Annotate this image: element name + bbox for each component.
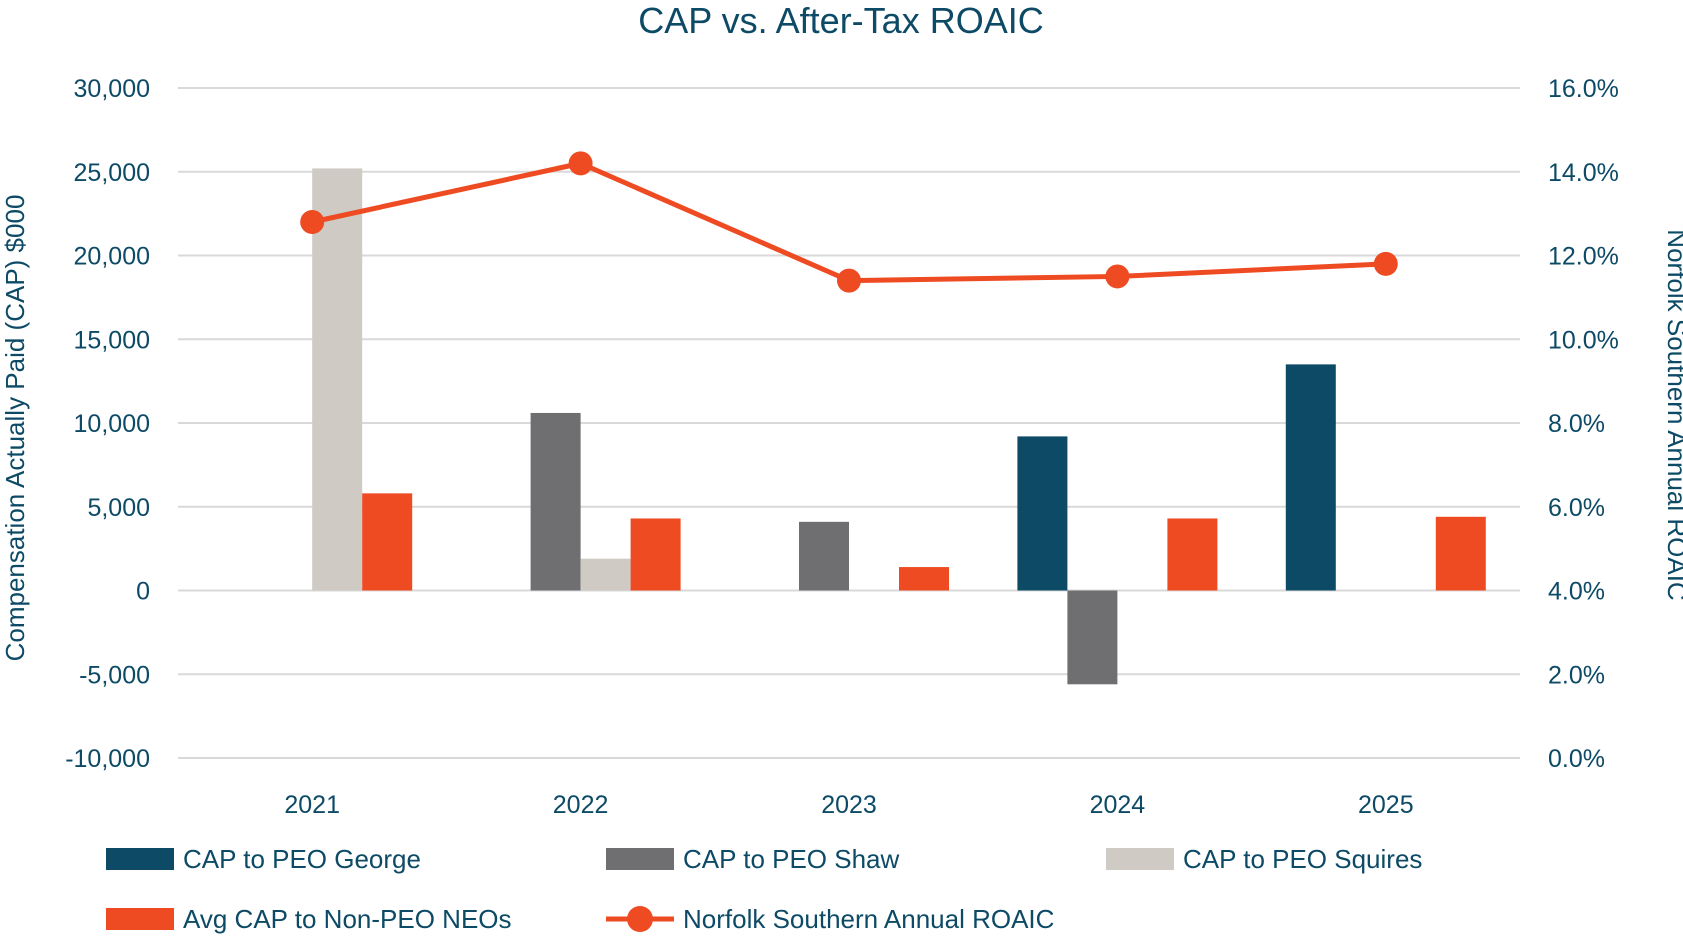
roaic-point-2023 xyxy=(837,268,861,293)
legend-swatch-marker xyxy=(627,906,653,932)
legend-item-cap-to-peo-george: CAP to PEO George xyxy=(106,844,421,874)
y-axis-right-title: Norfolk Southern Annual ROAIC xyxy=(1662,229,1683,600)
bar-cap-to-peo-squires-2022 xyxy=(580,558,631,591)
roaic-line xyxy=(311,160,1386,284)
y-axis-right-ticks: 16.0% 14.0% 12.0% 10.0% 8.0% 6.0% 4.0% 2.0% 0.0% xyxy=(1548,75,1619,773)
legend-swatch xyxy=(106,908,174,930)
legend-label: Avg CAP to Non-PEO NEOs xyxy=(183,904,512,934)
y-tick-label: 20,000 xyxy=(74,243,150,271)
legend-swatch xyxy=(106,848,174,870)
legend-item-norfolk-southern-annual-roaic: Norfolk Southern Annual ROAIC xyxy=(606,904,1054,934)
roaic-point-2021 xyxy=(300,210,325,234)
legend-item-cap-to-peo-squires: CAP to PEO Squires xyxy=(1106,844,1422,874)
chart-title: CAP vs. After-Tax ROAIC xyxy=(638,0,1043,41)
y2-tick-label: 16.0% xyxy=(1548,75,1619,103)
x-axis-ticks: 2021 2022 2023 2024 2025 xyxy=(284,791,1413,819)
bar-cap-to-peo-george-2025 xyxy=(1285,364,1336,591)
roaic-point-2024 xyxy=(1105,264,1130,289)
legend-label: Norfolk Southern Annual ROAIC xyxy=(683,904,1054,934)
legend-label: CAP to PEO George xyxy=(183,844,421,874)
y-tick-label: 5,000 xyxy=(87,494,150,522)
bar-cap-to-peo-shaw-2023 xyxy=(799,521,849,591)
legend-swatch xyxy=(1106,848,1174,870)
roaic-line-series xyxy=(300,151,1398,293)
y2-tick-label: 4.0% xyxy=(1548,578,1605,606)
x-tick-label: 2025 xyxy=(1358,791,1414,819)
bar-avg-cap-to-non-peo-neos-2025 xyxy=(1435,516,1486,591)
y-tick-label: 30,000 xyxy=(74,75,150,103)
bar-cap-to-peo-squires-2021 xyxy=(312,168,363,591)
y-tick-label: -5,000 xyxy=(79,661,150,689)
y-tick-label: 0 xyxy=(136,578,150,606)
bar-cap-to-peo-shaw-2024 xyxy=(1067,590,1118,685)
bar-avg-cap-to-non-peo-neos-2024 xyxy=(1167,518,1218,591)
y-tick-label: 15,000 xyxy=(74,326,150,354)
y-axis-left-title: Compensation Actually Paid (CAP) $000 xyxy=(0,195,30,662)
legend-label: CAP to PEO Shaw xyxy=(683,844,900,874)
y-tick-label: 10,000 xyxy=(74,410,150,438)
y2-tick-label: 12.0% xyxy=(1548,243,1619,271)
x-tick-label: 2024 xyxy=(1090,791,1146,819)
y-tick-label: 25,000 xyxy=(74,159,150,187)
x-tick-label: 2023 xyxy=(821,791,877,819)
y2-tick-label: 6.0% xyxy=(1548,494,1605,522)
y-axis-left-ticks: 30,000 25,000 20,000 15,000 10,000 5,000 0 -5,0… xyxy=(65,75,150,773)
legend-label: CAP to PEO Squires xyxy=(1183,844,1422,874)
roaic-point-2025 xyxy=(1373,251,1398,276)
y2-tick-label: 2.0% xyxy=(1548,661,1605,689)
bar-cap-to-peo-shaw-2022 xyxy=(530,412,581,591)
bars xyxy=(312,168,1486,685)
y2-tick-label: 10.0% xyxy=(1548,326,1619,354)
legend-item-avg-cap-to-non-peo-neos: Avg CAP to Non-PEO NEOs xyxy=(106,904,512,934)
y2-tick-label: 14.0% xyxy=(1548,159,1619,187)
y2-tick-label: 0.0% xyxy=(1548,745,1605,773)
roaic-point-2022 xyxy=(568,151,593,176)
legend: CAP to PEO George CAP to PEO Shaw CAP to P… xyxy=(106,844,1422,934)
bar-avg-cap-to-non-peo-neos-2023 xyxy=(899,567,949,591)
y2-tick-label: 8.0% xyxy=(1548,410,1605,438)
x-tick-label: 2021 xyxy=(284,791,340,819)
bar-cap-to-peo-george-2024 xyxy=(1017,436,1068,591)
legend-item-cap-to-peo-shaw: CAP to PEO Shaw xyxy=(606,844,900,874)
y-tick-label: -10,000 xyxy=(65,745,150,773)
x-tick-label: 2022 xyxy=(553,791,609,819)
legend-swatch xyxy=(606,848,674,870)
bar-avg-cap-to-non-peo-neos-2021 xyxy=(362,493,413,591)
bar-avg-cap-to-non-peo-neos-2022 xyxy=(630,518,681,591)
